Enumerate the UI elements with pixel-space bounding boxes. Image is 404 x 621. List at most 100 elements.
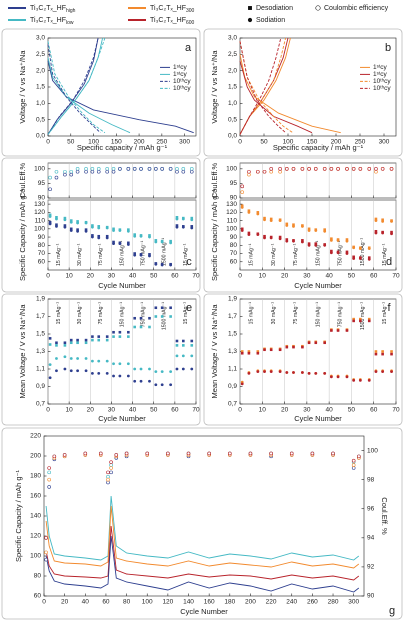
marker-square: [133, 316, 136, 320]
marker-square: [278, 235, 282, 239]
y-tick-label: 100: [226, 166, 237, 173]
marker-open-circle: [47, 477, 51, 482]
marker-square: [148, 325, 151, 329]
marker-square: [182, 339, 185, 343]
marker-circle: [256, 212, 260, 216]
marker-square: [133, 325, 136, 329]
marker-circle: [55, 357, 58, 360]
y-tick-label: 60: [34, 593, 42, 600]
marker-circle: [285, 371, 289, 374]
marker-square: [314, 341, 318, 345]
legend-label: 1ˢᵗcy: [173, 71, 188, 78]
panel-letter: a: [185, 42, 192, 54]
marker-open-circle: [351, 466, 356, 470]
y-tick-label: 80: [38, 242, 46, 249]
marker-circle: [285, 224, 289, 227]
y-tick-label: 120: [30, 533, 41, 540]
marker-open-circle: [83, 451, 88, 456]
marker-circle: [352, 257, 356, 260]
marker-square: [76, 220, 79, 223]
x-axis-label: Cycle Number: [294, 281, 342, 290]
marker-open-circle: [75, 169, 80, 174]
x-tick-label: 300: [348, 599, 359, 606]
legend-name: Ti₃C₂Tₓ_HF: [150, 5, 186, 12]
marker-square: [133, 233, 136, 236]
marker-square: [97, 338, 101, 342]
marker-square: [69, 227, 73, 231]
marker-square: [148, 234, 151, 237]
marker-circle: [148, 379, 151, 383]
y-axis-label: Mean Voltage / V vs Na⁺/Na: [210, 304, 219, 399]
marker-circle: [139, 379, 143, 383]
marker-open-circle: [300, 167, 305, 171]
x-tick-label: 150: [307, 139, 318, 146]
marker-square: [374, 229, 378, 233]
marker-circle: [112, 229, 115, 232]
marker-square: [175, 224, 179, 227]
marker-square: [84, 338, 88, 342]
legend-label: Ti₃C₂Tₓ_HF600: [150, 17, 195, 26]
x-axis-label: Cycle Number: [180, 607, 228, 616]
x-tick-label: 50: [348, 273, 356, 280]
marker-square: [292, 223, 295, 227]
y-tick-label: 80: [34, 573, 42, 580]
x-tick-label: 40: [129, 273, 137, 280]
marker-square: [390, 350, 393, 353]
marker-square: [148, 253, 151, 256]
marker-open-circle: [96, 167, 101, 171]
x-tick-label: 20: [87, 273, 95, 280]
marker-circle: [307, 371, 311, 375]
marker-circle: [292, 239, 295, 243]
legend-label: 10ᵗʰcy: [173, 78, 191, 85]
y-tick-label: 110: [35, 217, 46, 224]
marker-circle: [105, 359, 109, 363]
y-tick-label: 70: [230, 250, 238, 257]
x-tick-label: 160: [204, 599, 215, 606]
marker-square: [112, 227, 115, 231]
marker-open-circle: [358, 167, 363, 171]
legend-label: Ti₃C₂Tₓ_HF300: [150, 5, 195, 14]
plot-area: [47, 162, 197, 199]
y-axis-label: Voltage / V vs Na⁺/Na: [210, 50, 219, 124]
y-tick-label: 95: [38, 180, 46, 187]
marker-open-circle: [154, 167, 158, 171]
marker-square: [63, 344, 67, 347]
marker-square: [330, 329, 333, 332]
marker-square: [97, 335, 101, 338]
marker-open-circle: [47, 485, 51, 489]
marker-circle: [263, 370, 266, 374]
marker-circle: [358, 257, 362, 260]
marker-open-circle: [240, 184, 245, 189]
marker-square: [247, 231, 251, 235]
legend-label: 1ˢᵗcy: [373, 64, 388, 71]
marker-circle: [133, 367, 137, 371]
y-tick-label: 1,9: [36, 296, 45, 303]
marker-open-circle: [124, 451, 129, 456]
marker-square: [367, 256, 371, 259]
marker-circle: [48, 363, 52, 367]
y-tick-label: 100: [30, 553, 41, 560]
marker-square: [118, 330, 122, 334]
x-tick-label: 0: [238, 139, 242, 146]
marker-circle: [240, 206, 244, 209]
marker-circle: [84, 357, 88, 360]
marker-circle: [381, 370, 385, 374]
marker-circle: [154, 240, 158, 244]
marker-square: [175, 339, 179, 343]
rate-annotation: 1500 mAg⁻¹: [360, 302, 366, 330]
marker-square: [127, 335, 130, 338]
marker-open-circle: [322, 167, 327, 171]
marker-square: [359, 317, 362, 321]
legend-label: 10ᵗʰcy: [373, 78, 391, 85]
series-line: [45, 505, 360, 569]
marker-circle: [278, 219, 282, 222]
marker-open-circle: [351, 463, 356, 467]
marker-circle: [112, 362, 115, 366]
x-tick-label: 100: [88, 139, 99, 146]
x-tick-label: 60: [102, 599, 110, 606]
marker-circle: [118, 242, 122, 246]
marker-circle: [247, 233, 251, 236]
marker-square: [91, 335, 94, 338]
marker-circle: [105, 236, 109, 240]
x-tick-label: 50: [67, 139, 75, 146]
